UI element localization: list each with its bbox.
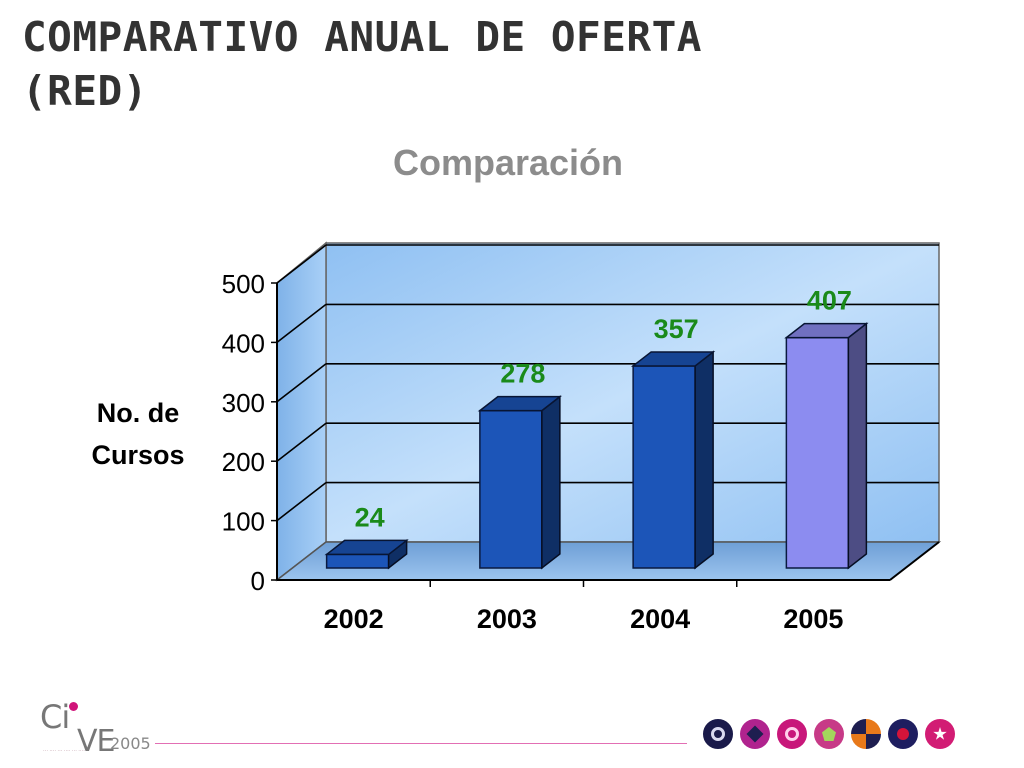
gridline: [276, 481, 327, 522]
cive-logo: Ci VE 2005 ··· ···· ··· ···· ··· ····: [40, 698, 155, 760]
slide-title-line2: (RED): [22, 67, 148, 115]
data-label: 357: [654, 314, 699, 344]
plot-side-wall: [276, 241, 327, 582]
bar-top: [630, 351, 716, 367]
x-tick-label: 2002: [324, 604, 384, 634]
y-axis-label-line: No. de: [97, 398, 180, 428]
bar-front: [632, 365, 696, 569]
gridline: [276, 244, 327, 284]
bar-side: [847, 322, 868, 570]
pentagon-icon: [814, 719, 844, 749]
bar-top: [324, 539, 409, 556]
y-tick-label: 100: [222, 507, 265, 537]
x-tick-label: 2003: [477, 604, 537, 634]
x-tick-label: 2004: [630, 604, 690, 634]
data-label: 24: [355, 502, 385, 532]
y-tick-label: 0: [251, 566, 265, 596]
checker-icon: [851, 719, 881, 749]
slide-title-line1: COMPARATIVO ANUAL DE OFERTA: [22, 13, 702, 61]
bar: [477, 395, 563, 570]
y-tick-label: 300: [222, 388, 265, 418]
target-icon: [703, 719, 733, 749]
data-label: 278: [500, 359, 545, 389]
gridline: [276, 303, 327, 344]
logo-text-ci: Ci: [40, 698, 70, 736]
logo-dot: [69, 702, 78, 711]
bar: [784, 322, 869, 570]
y-axis-label-line: Cursos: [91, 440, 184, 470]
y-tick-label: 500: [222, 269, 265, 299]
x-axis-depth-line: [889, 541, 940, 581]
star-icon: [925, 719, 955, 749]
spiral-icon: [777, 719, 807, 749]
y-tick-label: 400: [222, 328, 265, 358]
logo-text-ve: VE: [77, 724, 115, 759]
gridline: [276, 422, 327, 462]
logo-tagline: ··· ···· ··· ···· ··· ····: [43, 748, 85, 754]
data-label: 407: [807, 286, 852, 316]
bar-top: [784, 322, 869, 339]
footer-divider: [155, 743, 687, 744]
gridline: [276, 363, 327, 403]
bar: [324, 538, 409, 570]
y-axis-label: No. de Cursos: [91, 398, 184, 470]
slide-title: COMPARATIVO ANUAL DE OFERTA (RED): [22, 10, 922, 118]
bar-side: [694, 350, 714, 570]
footer-icon-row: [703, 719, 955, 753]
chart-title: Comparación: [393, 142, 623, 183]
bar-front: [325, 553, 390, 569]
bar-front: [479, 409, 543, 569]
dot-icon: [888, 719, 918, 749]
bar: [630, 350, 716, 570]
bar-front: [785, 336, 850, 569]
x-tick-label: 2005: [783, 604, 843, 634]
plot-area: 0 100 200 300 400 500 2002 24 2003 278 2004 357 2005…: [222, 241, 942, 634]
diamond-icon: [740, 719, 770, 749]
bar-chart: Comparación 0 100 200 300 400 500 2002 24 2003 27…: [91, 142, 942, 634]
bar-side: [541, 395, 561, 570]
bar-top: [477, 395, 563, 412]
logo-year: 2005: [110, 734, 151, 753]
y-tick-label: 200: [222, 447, 265, 477]
